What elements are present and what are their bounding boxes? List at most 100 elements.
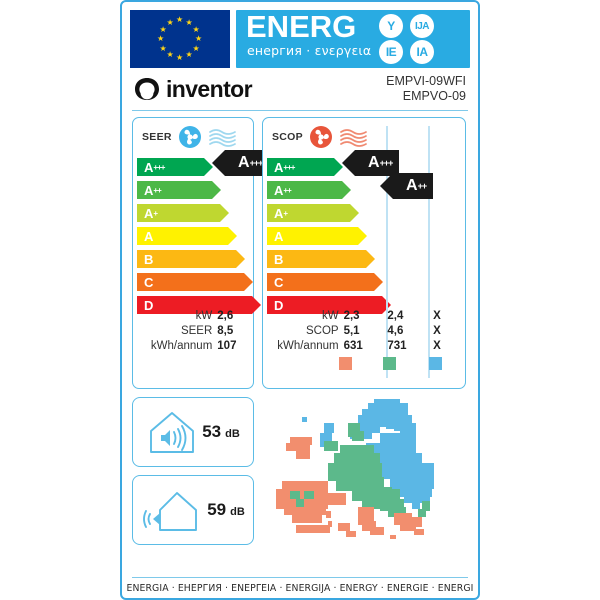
scale-arrow-ap: A + xyxy=(137,204,229,222)
map-region xyxy=(422,501,430,511)
zone-swatch xyxy=(339,356,352,370)
model-outdoor: EMPVO-09 xyxy=(402,89,466,103)
seer-data-row: SEER 8,5 xyxy=(135,323,247,338)
eu-star: ★ xyxy=(192,24,200,34)
scop-data-row: SCOP 5,1 4,6 X xyxy=(263,323,463,338)
map-region xyxy=(412,501,420,509)
scop-data-row: kWh/annum 631 731 X xyxy=(263,338,463,353)
scale-arrow-app: A ++ xyxy=(267,181,351,199)
map-region xyxy=(324,423,334,433)
outdoor-noise-box: 59 dB xyxy=(132,475,254,545)
scop-zone-swatches xyxy=(263,356,463,372)
model-indoor: EMPVI-09WFI xyxy=(386,74,466,88)
scale-arrow-appp: A +++ xyxy=(137,158,213,176)
map-region xyxy=(352,431,364,441)
seer-row-value: 2,6 xyxy=(217,309,234,322)
indoor-noise-value: 53 xyxy=(202,422,222,441)
scop-column-divider-2 xyxy=(428,126,430,378)
arrow-tip xyxy=(236,250,245,268)
scop-row-label: kWh/annum xyxy=(277,339,339,352)
scop-cell: X xyxy=(433,309,441,322)
map-region xyxy=(296,445,310,459)
language-circle-y: Y xyxy=(379,14,403,38)
map-region xyxy=(302,417,307,422)
noise-column: 53 dB 59 dB xyxy=(132,389,254,545)
energy-subtitle: енергия · ενεργεια xyxy=(247,43,372,58)
europe-map-svg xyxy=(276,399,434,539)
map-region xyxy=(324,441,338,451)
cool-air-waves-icon xyxy=(208,129,236,147)
scop-cell: 631 xyxy=(343,339,363,352)
eu-star: ★ xyxy=(192,43,200,53)
seer-row-label: kWh/annum xyxy=(150,339,213,352)
eu-star: ★ xyxy=(176,15,184,24)
arrow-tip xyxy=(374,273,383,291)
arrow-tip xyxy=(228,227,237,245)
scale-arrow-b: B xyxy=(267,250,375,268)
seer-row-label: kW xyxy=(195,309,213,322)
scop-cell: 2,4 xyxy=(387,309,404,322)
seer-row-label: SEER xyxy=(180,324,213,337)
zone-swatch xyxy=(383,356,396,370)
scale-arrow-appp: A +++ xyxy=(267,158,343,176)
lower-section: 53 dB 59 dB xyxy=(122,389,478,545)
scale-arrow-app: A ++ xyxy=(137,181,221,199)
seer-header: SEER xyxy=(133,118,253,151)
scop-column-divider-1 xyxy=(386,126,388,378)
map-region xyxy=(400,521,416,531)
indoor-noise-box: 53 dB xyxy=(132,397,254,467)
scop-cell: 731 xyxy=(387,339,407,352)
scale-arrow-a: A xyxy=(267,227,367,245)
scop-cell: 5,1 xyxy=(343,324,360,337)
map-region xyxy=(328,493,346,505)
scop-header: SCOP xyxy=(263,118,465,151)
map-region xyxy=(346,531,356,537)
map-region xyxy=(354,423,380,433)
eu-star: ★ xyxy=(159,24,167,34)
heating-fan-icon xyxy=(309,126,332,148)
map-region xyxy=(296,525,330,533)
map-region xyxy=(328,521,332,527)
map-region xyxy=(362,521,376,531)
zone-swatch xyxy=(429,356,442,370)
house-speaker-indoor-icon xyxy=(150,412,195,453)
warm-air-waves-icon xyxy=(340,129,367,147)
seer-title: SEER xyxy=(142,131,172,143)
arrow-tip xyxy=(244,273,253,291)
energy-banner: ENERG енергия · ενεργεια Y IJA IE IA xyxy=(236,10,470,68)
eu-star: ★ xyxy=(157,34,165,43)
map-region xyxy=(358,507,374,525)
house-speaker-outdoor-icon xyxy=(143,492,198,531)
map-region xyxy=(292,513,322,523)
scale-arrow-c: C xyxy=(267,273,383,291)
map-region xyxy=(328,463,382,481)
scop-row-label: kW xyxy=(321,309,339,322)
indoor-noise-unit: dB xyxy=(225,428,240,440)
map-region xyxy=(304,491,314,499)
arrow-tip xyxy=(220,204,229,222)
energy-title: ENERG xyxy=(246,9,357,44)
scop-row-label: SCOP xyxy=(306,324,339,337)
europe-climate-map xyxy=(262,389,464,541)
seer-panel: SEER A +++ A ++ A + A B C D xyxy=(132,117,270,389)
header-divider xyxy=(132,110,468,111)
arrow-tip xyxy=(212,181,221,199)
brand: inventor xyxy=(134,76,253,103)
panels: SEER A +++ A ++ A + A B C D xyxy=(122,117,478,389)
scale-arrow-b: B xyxy=(137,250,245,268)
eu-star: ★ xyxy=(176,53,184,62)
scop-data-row: kW 2,3 2,4 X xyxy=(263,308,463,323)
eu-star: ★ xyxy=(185,17,193,27)
scop-rating-badge-2: A ++ xyxy=(379,173,434,199)
eu-star: ★ xyxy=(185,50,193,60)
language-circles: Y IJA IE IA xyxy=(379,14,465,64)
arrow-tip xyxy=(342,181,351,199)
scale-arrow-ap: A + xyxy=(267,204,359,222)
map-region xyxy=(370,527,384,535)
scale-arrow-a: A xyxy=(137,227,237,245)
map-region xyxy=(338,523,350,531)
scop-cell: X xyxy=(433,324,441,337)
eu-star: ★ xyxy=(195,34,203,43)
eu-star: ★ xyxy=(166,50,174,60)
